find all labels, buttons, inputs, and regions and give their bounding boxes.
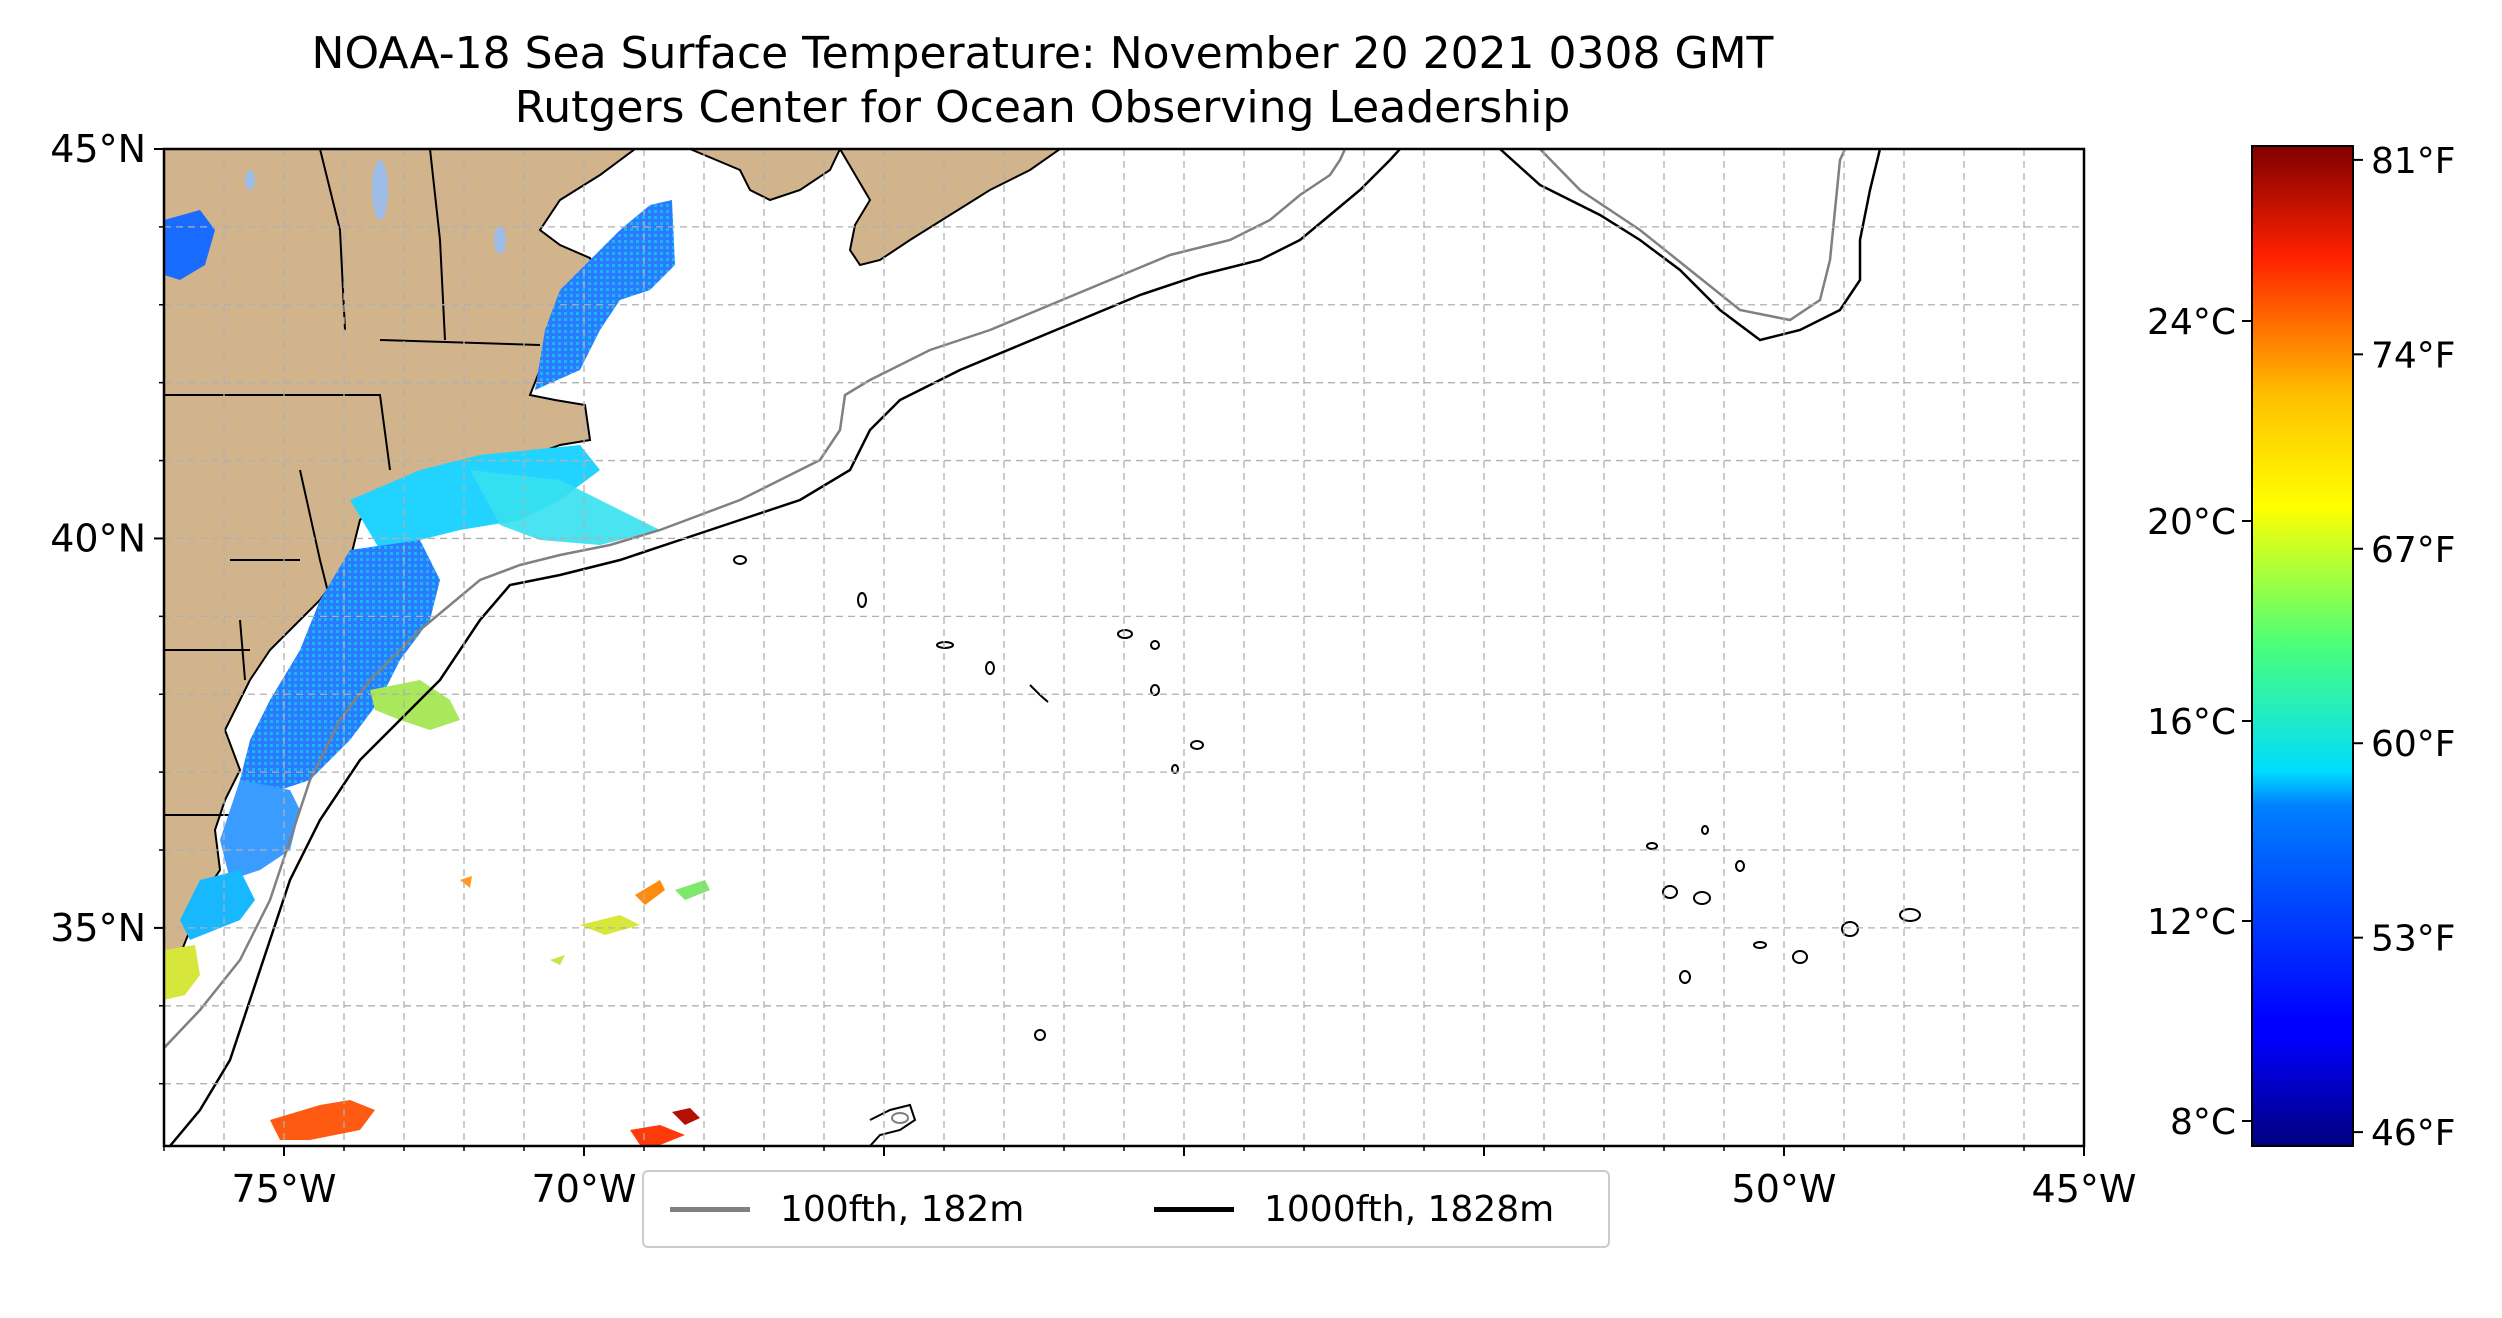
lon-tick-label: 50°W (1732, 1167, 1837, 1211)
sst-gulfstream-streak-3 (675, 880, 710, 900)
colorbar-f-label: 81°F (2371, 141, 2456, 182)
state-borders (164, 149, 541, 816)
sst-long-island-shelf (350, 445, 600, 550)
sst-mid-atlantic-bight (240, 540, 440, 790)
sst-chesapeake-outflow (220, 780, 300, 880)
colorbar-f-label: 67°F (2371, 530, 2456, 571)
legend-item-100fth: 100fth, 182m (670, 1172, 1024, 1246)
colorbar-c-label: 12°C (2147, 902, 2236, 943)
lon-tick-label: 70°W (532, 1167, 637, 1211)
seamount-contours (733, 555, 1921, 1146)
legend-label-100fth: 100fth, 182m (780, 1188, 1025, 1230)
colorbar-f-label: 60°F (2371, 724, 2456, 765)
lat-tick-label: 35°N (50, 906, 146, 950)
colorbar-c-label: 24°C (2147, 302, 2236, 343)
title-line-2: Rutgers Center for Ocean Observing Leade… (514, 82, 1571, 133)
sst-gulfstream-streak-2 (635, 880, 665, 905)
legend-swatch-100fth (670, 1206, 750, 1212)
legend-label-1000fth: 1000fth, 1828m (1264, 1188, 1555, 1230)
sst-hatteras-warm (164, 945, 200, 1000)
sst-south-warm-3 (672, 1108, 700, 1125)
sst-hatteras (180, 870, 255, 940)
sst-south-warm-1 (270, 1100, 375, 1140)
colorbar-celsius-ticks: 24°C 20°C 16°C 12°C 8°C (2147, 302, 2252, 1143)
map-plot-area (162, 147, 2086, 1148)
latitude-axis: 45°N 40°N 35°N (50, 127, 164, 1085)
sst-data-layer (164, 200, 710, 1145)
contour-100fth (164, 149, 1347, 1049)
legend-swatch-1000fth (1154, 1206, 1234, 1212)
lakes (245, 160, 506, 254)
colorbar-f-label: 53°F (2371, 919, 2456, 960)
colorbar: 24°C 20°C 16°C 12°C 8°C 81°F 74°F 67°F 60°F 53°F… (2147, 141, 2455, 1154)
contour-1000fth-grand-banks (1499, 149, 1882, 342)
lat-tick-label: 45°N (50, 127, 146, 171)
sst-gulfstream-streak-1 (580, 915, 640, 935)
land-ns-north (689, 149, 842, 202)
sst-gulfstream-streak-5 (550, 955, 565, 965)
legend-item-1000fth: 1000fth, 1828m (1154, 1172, 1554, 1246)
colorbar-f-label: 46°F (2371, 1113, 2456, 1154)
land-nova-scotia (838, 149, 1062, 267)
contour-100fth-grand-banks (1539, 149, 1847, 322)
lon-tick-label: 45°W (2032, 1167, 2137, 1211)
colorbar-c-label: 8°C (2170, 1102, 2236, 1143)
sst-gulfstream-streak-4 (460, 876, 472, 888)
sst-shelf-swirls (470, 470, 660, 545)
colorbar-c-label: 20°C (2147, 502, 2236, 543)
lon-tick-label: 75°W (232, 1167, 337, 1211)
title-line-1: NOAA-18 Sea Surface Temperature: Novembe… (311, 28, 1774, 79)
colorbar-c-label: 16°C (2147, 702, 2236, 743)
colorbar-gradient (2251, 145, 2354, 1147)
colorbar-f-label: 74°F (2371, 335, 2456, 376)
map-legend: 100fth, 182m 1000fth, 1828m (642, 1170, 1610, 1248)
lat-tick-label: 40°N (50, 516, 146, 560)
contour-1000fth (169, 149, 1401, 1146)
colorbar-fahrenheit-ticks: 81°F 74°F 67°F 60°F 53°F 46°F (2353, 141, 2456, 1154)
sst-gulf-of-maine (535, 200, 675, 390)
